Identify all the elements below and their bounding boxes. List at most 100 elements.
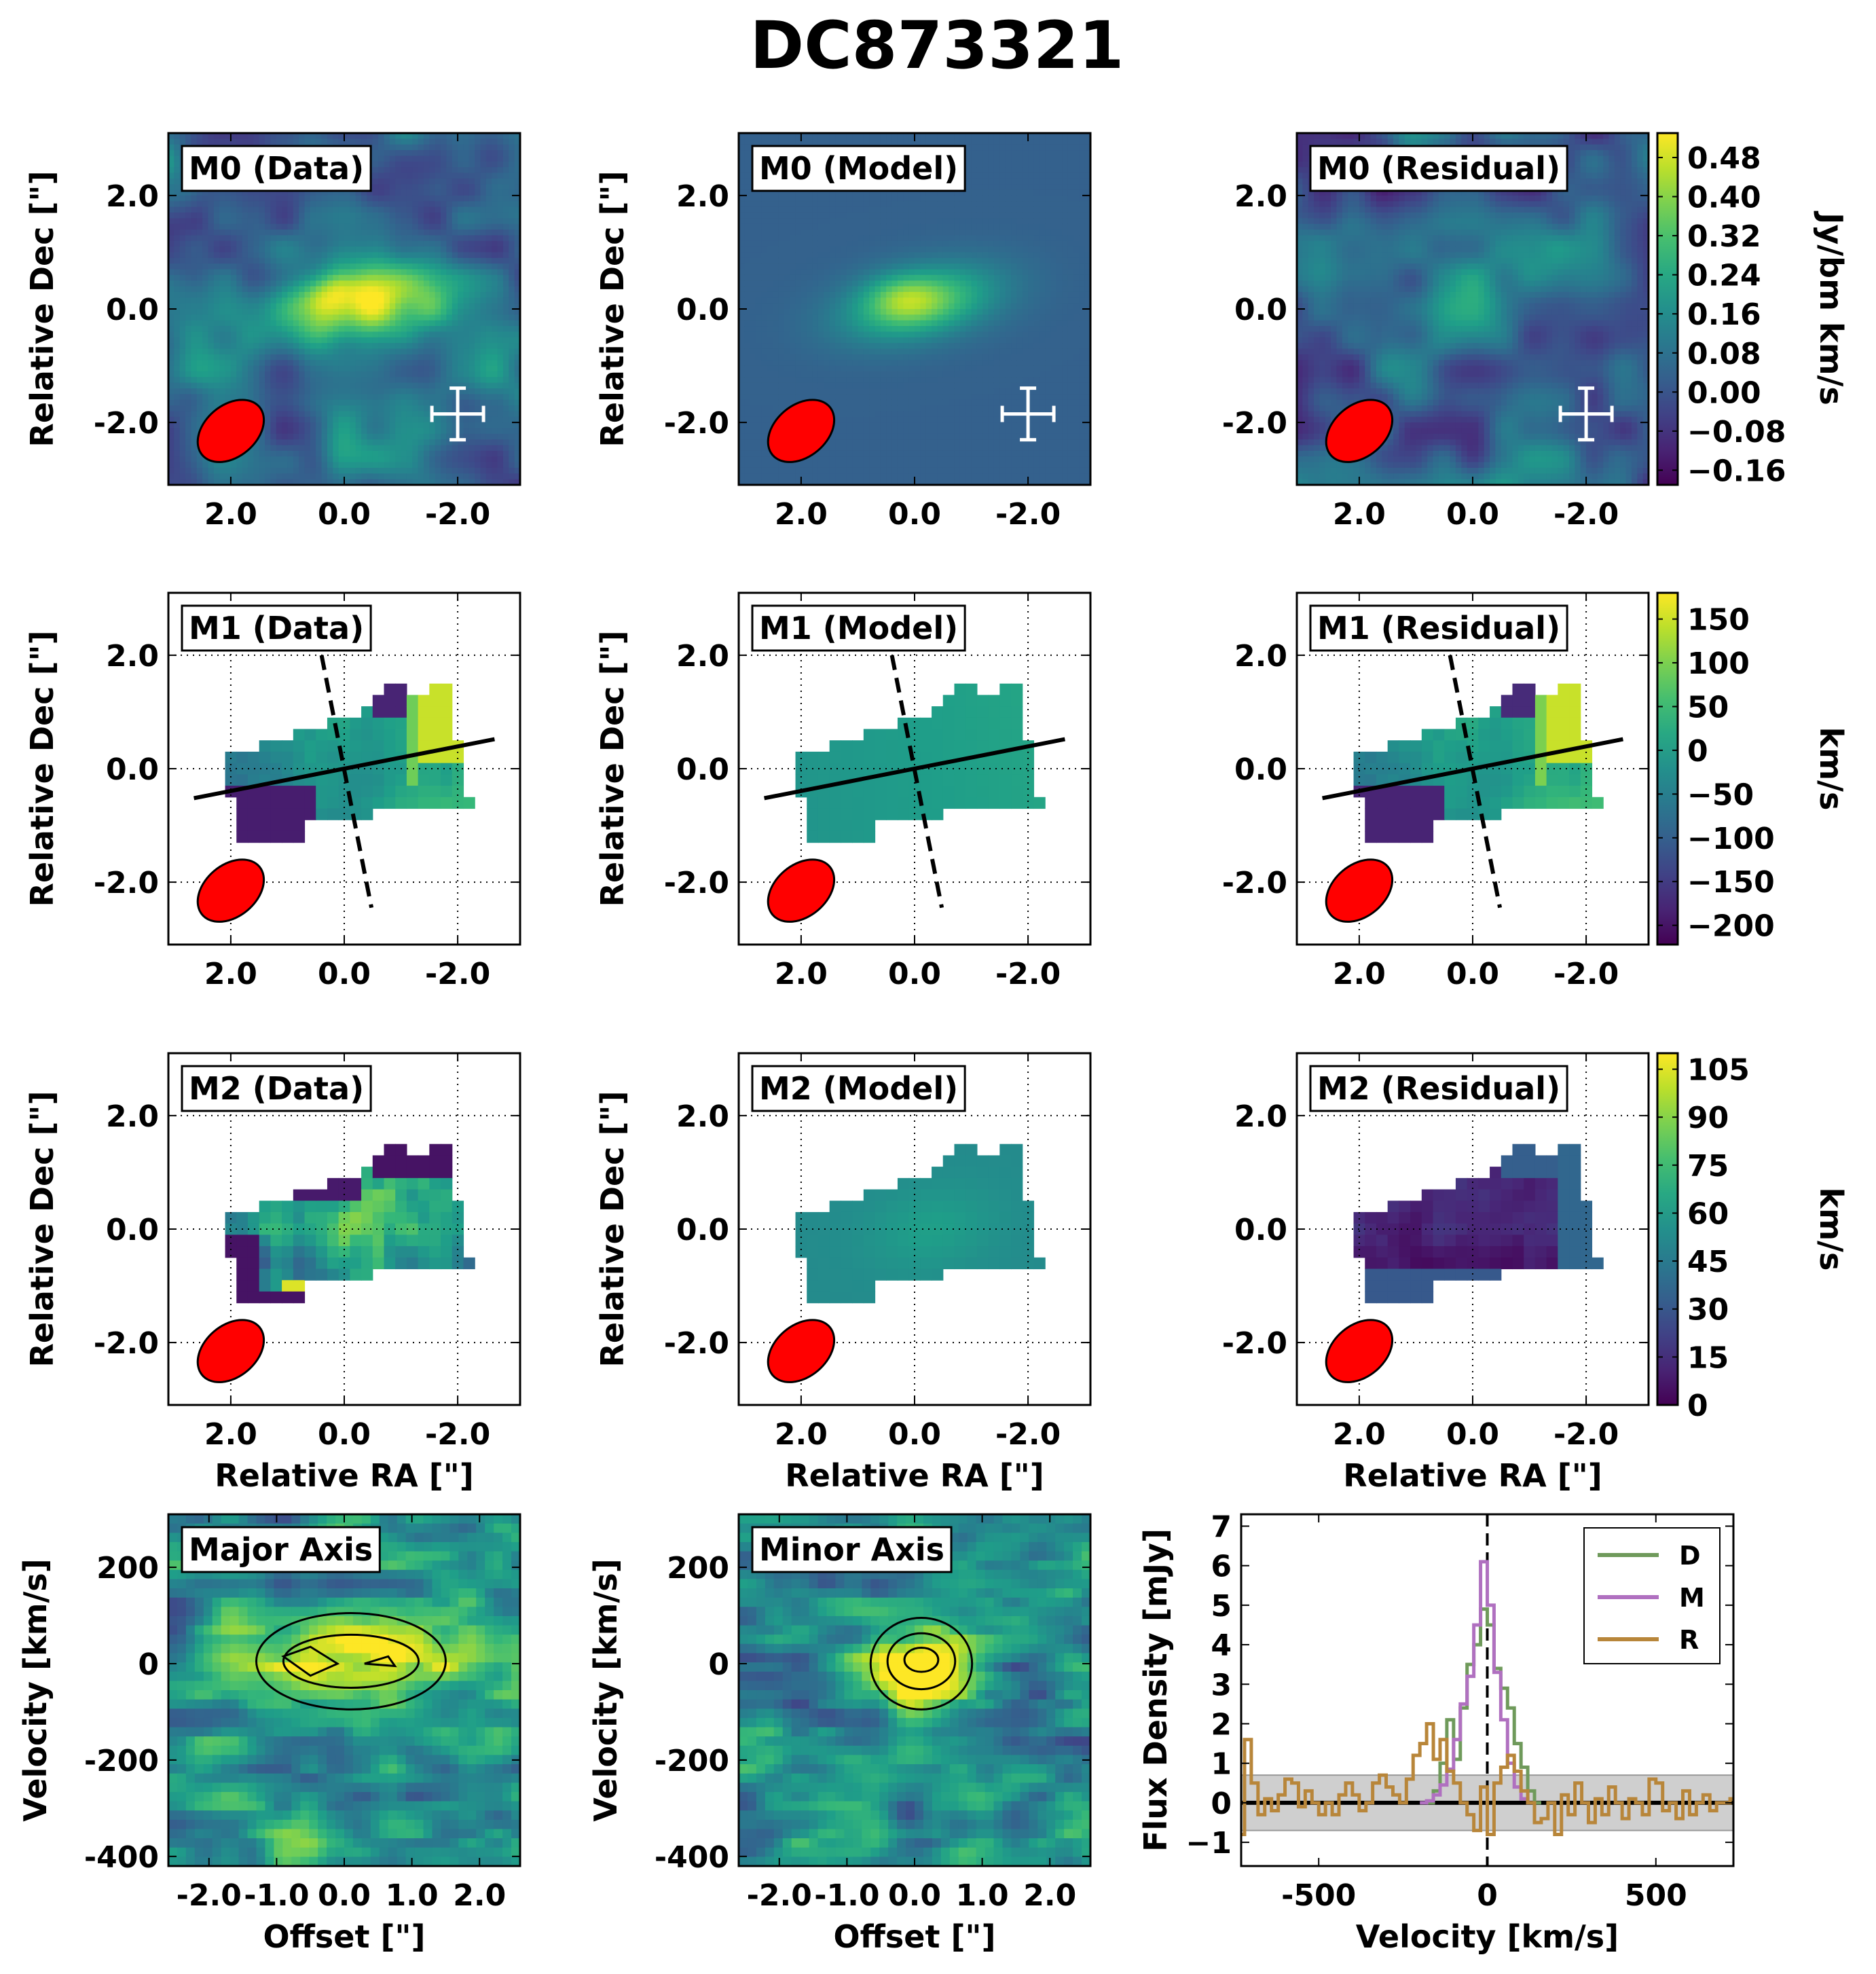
beam-ellipse [1325,858,1394,923]
panel-m2-model: 2.0 0.0 -2.0 2.0 0.0 -2.0 M2 (Model) Relative D… [594,1052,1092,1494]
y-axis-label: Relative Dec ["] [24,1091,60,1367]
y-axis-label: Relative Dec ["] [594,1091,631,1367]
panel-title-box [181,1526,381,1573]
y-tick-label: 2.0 [106,639,159,674]
colorbar-tick-label: 45 [1687,1245,1729,1279]
minor-axis-line [889,655,944,909]
y-tick-label: 200 [96,1551,159,1586]
colorbar-tick-label: 15 [1687,1340,1729,1375]
colorbar-tick-label: 0.40 [1687,181,1761,215]
panel-title-box [181,145,372,192]
colorbar-tick-label: 105 [1687,1053,1750,1088]
x-tick-label: 500 [1625,1878,1687,1913]
x-axis-label: Offset ["] [834,1918,996,1955]
panel-pv-minor: -2.0 -1.0 0.0 1.0 2.0 200 0 -200 -400 Minor Axis V… [587,1513,1092,1955]
colorbar-m0-residual: 0.48 0.40 0.32 0.24 0.16 0.08 0.00 −0.08 −0.16 Jy… [1656,132,1850,488]
x-tick-label: 0.0 [318,1417,371,1452]
y-tick-label: 2.0 [1234,179,1287,214]
x-tick-label: 2.0 [775,1417,828,1452]
panel-m2-data: 2.0 0.0 -2.0 2.0 0.0 -2.0 M2 (Data) Relative De… [24,1052,521,1494]
x-tick-label: 0.0 [318,1878,371,1913]
x-tick-label: 2.0 [775,497,828,532]
y-tick-label: 2.0 [106,179,159,214]
y-tick-label: -400 [655,1840,729,1875]
x-tick-label: -500 [1281,1878,1356,1913]
y-axis-label: Velocity [km/s] [587,1558,624,1821]
legend: DMR [1583,1527,1721,1664]
figure-title: DC873321 [750,7,1124,84]
panel-m1-model: 2.0 0.0 -2.0 2.0 0.0 -2.0 M1 (Model) Relative D… [594,591,1092,991]
colorbar-tick-label: 150 [1687,603,1750,638]
legend-label: D [1679,1541,1701,1571]
errorbar-cross [1558,386,1614,442]
panel-title: M0 (Model) [751,145,966,192]
x-tick-label: 2.0 [204,1417,257,1452]
colorbar-tick-label: 50 [1687,691,1729,725]
colorbar-tick-label: −0.16 [1687,454,1786,488]
y-axis-label: Velocity [km/s] [17,1558,54,1821]
y-tick-label: -2.0 [664,406,729,441]
panel-pv-major: -2.0 -1.0 0.0 1.0 2.0 200 0 -200 -400 Major Axis V… [17,1513,521,1955]
panel-title-box [1309,604,1568,652]
x-tick-label: 0.0 [1446,957,1499,991]
x-tick-label: -2.0 [425,497,490,532]
series-M [1420,1560,1535,1805]
x-tick-label: 0.0 [1446,497,1499,532]
x-tick-label: 0.0 [318,957,371,991]
legend-label: R [1679,1625,1699,1655]
contours [255,1611,447,1711]
colorbar-tick-label: 0.08 [1687,337,1761,371]
y-tick-label: 0.0 [106,752,159,787]
y-tick-label: 1 [1211,1747,1232,1782]
colorbar-m1-residual: 150 100 50 0 −50 −100 −150 −200 km/s [1656,591,1850,946]
panel-m0-model: 2.0 0.0 -2.0 2.0 0.0 -2.0 M0 (Model) Relative D… [594,132,1092,532]
y-tick-label: 0 [708,1647,729,1682]
colorbar-tick-label: −200 [1687,909,1775,944]
y-tick-label: -200 [655,1744,729,1778]
x-tick-label: -2.0 [995,1417,1061,1452]
minor-axis-line [1448,655,1503,909]
x-axis-label: Relative RA ["] [215,1457,473,1494]
x-tick-label: 2.0 [1023,1878,1076,1913]
y-tick-label: 0 [138,1647,159,1682]
y-tick-label: -2.0 [664,1326,729,1361]
y-tick-label: -2.0 [664,866,729,900]
y-tick-label: -2.0 [1222,1326,1287,1361]
x-tick-label: -2.0 [1553,957,1619,991]
y-tick-label: -2.0 [1222,406,1287,441]
y-tick-label: 0 [1211,1787,1232,1821]
y-tick-label: 0.0 [1234,752,1287,787]
y-tick-label: 2.0 [106,1099,159,1134]
colorbar-tick-label: 60 [1687,1196,1729,1231]
y-tick-label: 0.0 [676,1213,729,1247]
colorbar-tick-label: 0.24 [1687,259,1761,293]
colorbar-tick-label: −100 [1687,822,1775,856]
x-tick-label: -2.0 [177,1878,242,1913]
minor-axis-line [319,655,374,909]
colorbar-tick-label: 0.48 [1687,141,1761,176]
colorbar-tick-label: 0 [1687,734,1708,769]
y-axis-label: Relative Dec ["] [594,630,631,907]
y-tick-label: -400 [84,1840,159,1875]
colorbar-tick-label: −150 [1687,865,1775,900]
x-axis-label: Velocity [km/s] [1356,1918,1619,1955]
panel-title: M1 (Residual) [1309,604,1568,652]
errorbar-cross [430,386,485,442]
panel-spectrum: -500 0 500 7 6 5 4 3 2 1 0 −1 Flux Density [mJy] Velo… [1137,1510,1735,1955]
y-tick-label: 2.0 [1234,639,1287,674]
pv-minor-image [739,1514,1090,1866]
panel-m0-residual: 2.0 0.0 -2.0 2.0 0.0 -2.0 M0 (Residual) [1222,132,1650,532]
x-axis-label: Relative RA ["] [1343,1457,1602,1494]
y-tick-label: 2 [1211,1707,1232,1742]
panel-title: M0 (Data) [181,145,372,192]
beam-ellipse [196,399,265,463]
y-axis-label: Relative Dec ["] [594,170,631,447]
x-tick-label: -1.0 [244,1878,309,1913]
x-tick-label: 2.0 [204,957,257,991]
x-tick-label: 1.0 [956,1878,1009,1913]
x-tick-label: 0.0 [888,497,941,532]
colorbar-label: km/s [1813,1188,1850,1271]
x-tick-label: -2.0 [747,1878,812,1913]
x-tick-label: 0.0 [888,1417,941,1452]
